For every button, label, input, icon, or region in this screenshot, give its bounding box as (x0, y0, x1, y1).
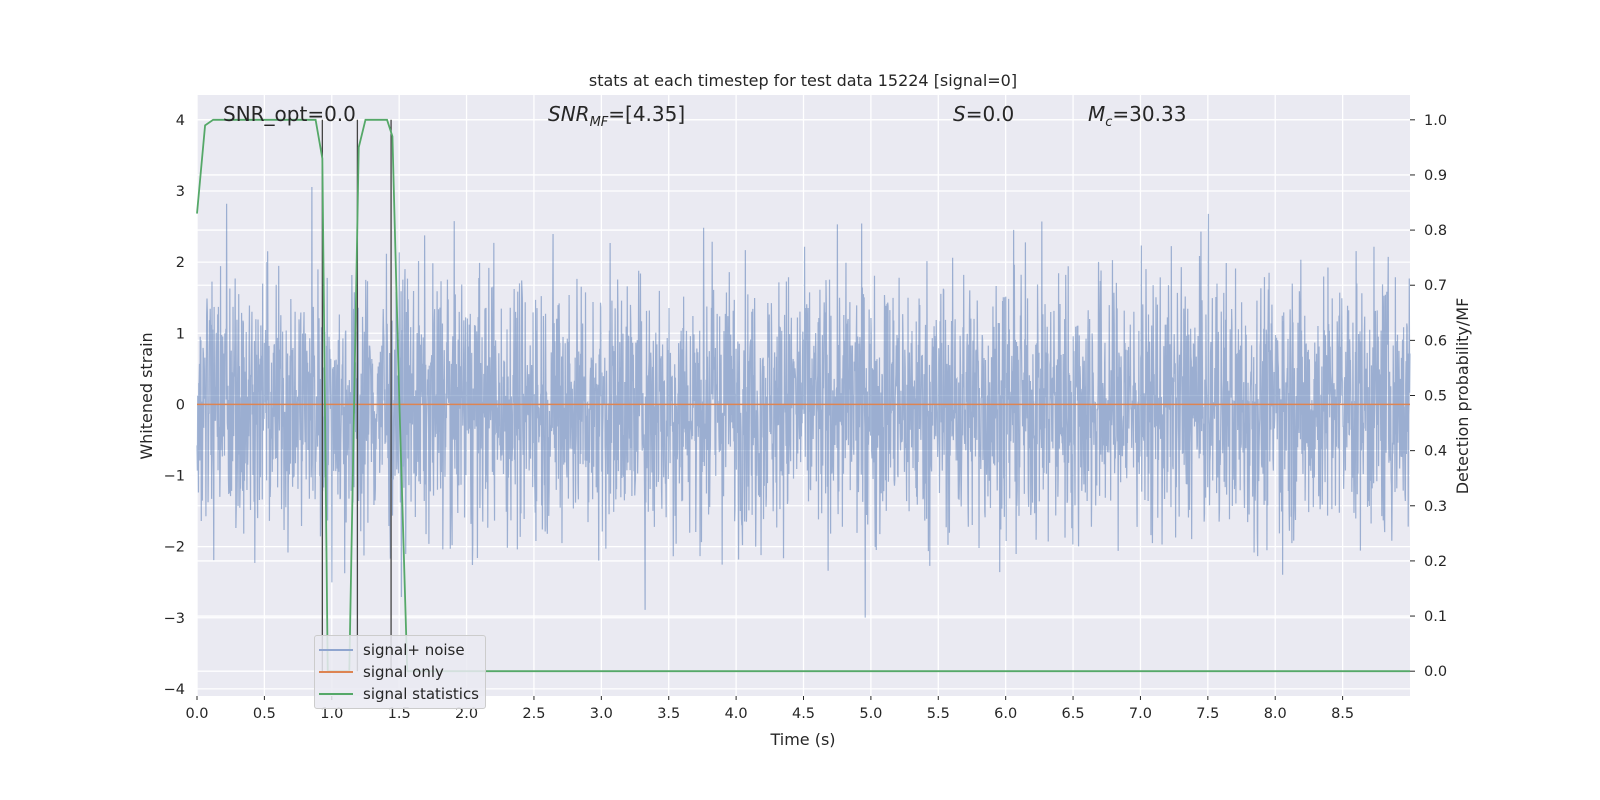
y2-tick-label-7: 0.7 (1424, 278, 1447, 294)
legend-label-signal-noise: signal+ noise (363, 641, 465, 659)
x-tick-label-5: 2.5 (522, 706, 545, 722)
annotation-snr-mf: SNRMF=[4.35] (548, 102, 685, 130)
x-axis-label: Time (s) (769, 730, 835, 749)
x-tick-label-13: 6.5 (1062, 706, 1085, 722)
annotation-mc: Mc=30.33 (1088, 102, 1186, 130)
legend-item-signal-noise: signal+ noise (319, 639, 479, 661)
x-tick-label-15: 7.5 (1196, 706, 1219, 722)
y2-tick-labels: 0.0 0.1 0.2 0.3 0.4 0.5 0.6 0.7 0.8 0.9 1.0 (1410, 113, 1447, 680)
legend-label-signal-only: signal only (363, 663, 444, 681)
x-tick-labels: 0.0 0.5 1.0 1.5 2.0 2.5 3.0 3.5 4.0 4.5 5.0 5.5 6.0 6… (185, 696, 1354, 722)
y-tick-label-5: 1 (176, 326, 185, 342)
signal-noise-line (196, 186, 1411, 618)
x-tick-label-3: 1.5 (388, 706, 411, 722)
x-tick-label-8: 4.0 (725, 706, 748, 722)
y2-tick-label-0: 0.0 (1424, 664, 1447, 680)
y-tick-label-3: −1 (164, 469, 185, 485)
y-tick-label-6: 2 (176, 255, 185, 271)
annotation-s: S=0.0 (953, 102, 1014, 126)
y2-tick-label-4: 0.4 (1424, 444, 1447, 460)
legend-label-signal-statistics: signal statistics (363, 685, 480, 703)
x-tick-label-17: 8.5 (1331, 706, 1354, 722)
legend-item-signal-only: signal only (319, 661, 479, 683)
legend-swatch-signal-statistics (319, 693, 353, 695)
x-tick-label-11: 5.5 (927, 706, 950, 722)
y2-tick-label-5: 0.5 (1424, 389, 1447, 405)
y-axis-label: Whitened strain (137, 332, 156, 459)
y-tick-label-2: −2 (164, 540, 185, 556)
x-tick-label-10: 5.0 (859, 706, 882, 722)
y-tick-label-4: 0 (176, 397, 185, 413)
signal-noise-series (196, 186, 1411, 618)
y-tick-label-0: −4 (164, 682, 185, 698)
signal-statistics-series (196, 118, 1410, 673)
y2-tick-label-1: 0.1 (1424, 609, 1447, 625)
y2-axis-label: Detection probability/MF (1453, 298, 1472, 495)
legend: signal+ noise signal only signal statist… (314, 635, 487, 709)
y-tick-label-1: −3 (164, 611, 185, 627)
x-tick-label-14: 7.0 (1129, 706, 1152, 722)
x-tick-label-4: 2.0 (455, 706, 478, 722)
x-tick-label-7: 3.5 (657, 706, 680, 722)
legend-item-signal-statistics: signal statistics (319, 683, 479, 705)
legend-swatch-signal-only (319, 671, 353, 673)
annotation-snr-opt: SNR_opt=0.0 (223, 102, 356, 126)
y-tick-labels: −4 −3 −2 −1 0 1 2 3 4 (164, 113, 185, 698)
legend-swatch-signal-noise (319, 649, 353, 651)
y2-tick-label-2: 0.2 (1424, 554, 1447, 570)
x-tick-label-1: 0.5 (253, 706, 276, 722)
chart-title: stats at each timestep for test data 152… (589, 71, 1017, 90)
x-tick-label-0: 0.0 (185, 706, 208, 722)
y2-tick-label-8: 0.8 (1424, 223, 1447, 239)
y-tick-label-8: 4 (176, 113, 185, 129)
y2-tick-label-9: 0.9 (1424, 168, 1447, 184)
signal-statistics-line (196, 118, 1410, 673)
x-tick-label-6: 3.0 (590, 706, 613, 722)
x-tick-label-12: 6.0 (994, 706, 1017, 722)
x-tick-label-16: 8.0 (1264, 706, 1287, 722)
x-tick-label-2: 1.0 (320, 706, 343, 722)
x-tick-label-9: 4.5 (792, 706, 815, 722)
y2-tick-label-3: 0.3 (1424, 499, 1447, 515)
y2-tick-label-6: 0.6 (1424, 333, 1447, 349)
y2-tick-label-10: 1.0 (1424, 113, 1447, 129)
y-tick-label-7: 3 (176, 184, 185, 200)
